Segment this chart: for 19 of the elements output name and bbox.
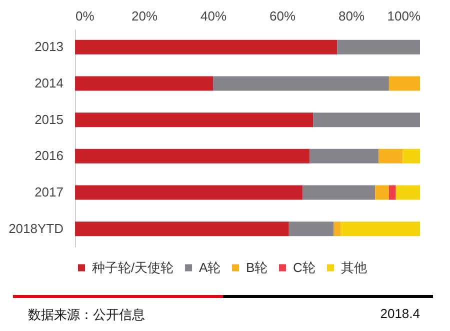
legend-label: 种子轮/天使轮 <box>92 260 174 275</box>
legend-label: B轮 <box>246 260 268 275</box>
source-note: 数据来源：公开信息 <box>28 306 145 324</box>
y-tick-label: 2013 <box>34 39 64 54</box>
y-tick-label: 2016 <box>34 148 64 164</box>
y-tick-label: 2018YTD <box>8 220 64 236</box>
legend-label: 其他 <box>341 260 367 275</box>
y-tick-label: 2014 <box>34 76 64 90</box>
legend-label: C轮 <box>293 260 316 275</box>
x-tick-label: 100% <box>387 8 421 24</box>
x-tick-label: 80% <box>338 8 365 24</box>
x-tick-label: 60% <box>269 8 296 24</box>
y-tick-label: 2015 <box>34 112 64 127</box>
x-tick-label: 20% <box>131 8 158 24</box>
y-tick-label: 2017 <box>34 184 64 200</box>
x-tick-label: 0% <box>76 8 95 24</box>
legend-label: A轮 <box>199 260 221 275</box>
x-tick-label: 40% <box>200 8 227 24</box>
text: 2018.4 <box>380 306 420 321</box>
